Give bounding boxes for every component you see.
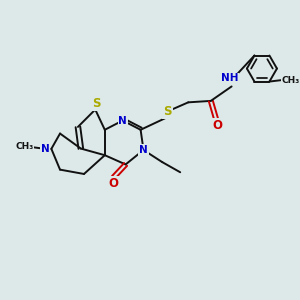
Text: O: O xyxy=(212,119,222,132)
Text: S: S xyxy=(92,97,101,110)
Text: NH: NH xyxy=(220,74,238,83)
Text: S: S xyxy=(163,105,172,119)
Text: N: N xyxy=(40,144,50,154)
Text: O: O xyxy=(108,177,118,190)
Text: CH₃: CH₃ xyxy=(281,76,299,85)
Text: N: N xyxy=(118,116,127,125)
Text: CH₃: CH₃ xyxy=(16,142,34,151)
Text: N: N xyxy=(139,145,148,155)
